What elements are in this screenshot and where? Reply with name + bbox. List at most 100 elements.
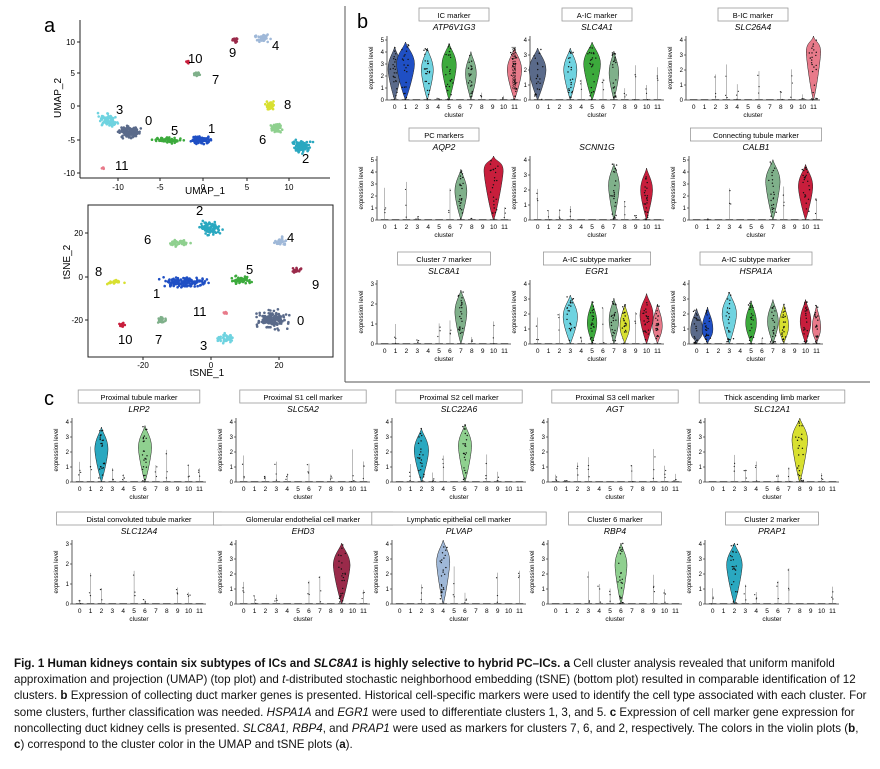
violin-xtick: 5	[608, 608, 612, 615]
violin-ytick: 3	[371, 182, 375, 188]
violin-xlabel: cluster	[434, 356, 454, 363]
violin-ytick: 3	[683, 297, 687, 303]
violin-xtick: 10	[799, 104, 807, 111]
umap-point	[216, 339, 220, 343]
umap-cluster-label: 8	[284, 97, 291, 112]
umap-point	[101, 115, 105, 118]
violin-point	[426, 49, 429, 52]
violin-point	[590, 324, 593, 326]
umap-point	[123, 281, 126, 285]
violin-xtick: 4	[436, 104, 440, 111]
violin-point	[770, 199, 772, 202]
violin-xtick: 8	[165, 608, 169, 615]
violin-point	[439, 598, 442, 600]
violin-xlabel: cluster	[293, 494, 313, 501]
violin-point	[805, 174, 807, 176]
violin-point	[784, 336, 787, 338]
violin-point	[772, 169, 775, 172]
caption-c-c: c	[14, 738, 21, 752]
violin-point	[813, 84, 816, 86]
violin-point	[424, 53, 426, 56]
violin-point	[392, 67, 394, 70]
violin-point	[591, 47, 593, 49]
violin-point	[771, 208, 774, 211]
violin-point	[771, 204, 773, 206]
umap-cluster-label: 11	[115, 158, 129, 173]
violin-point	[466, 434, 468, 437]
violin-point	[796, 439, 799, 441]
violin-point	[341, 575, 343, 577]
violin-point	[749, 308, 751, 311]
violin-point	[615, 214, 617, 217]
violin-point	[536, 62, 539, 64]
umap-point	[116, 130, 120, 134]
violin-xtick: 6	[601, 348, 605, 355]
violin-xtick: 6	[776, 486, 780, 493]
violin-xtick: 5	[749, 348, 753, 355]
umap-point	[206, 230, 210, 234]
umap-point	[262, 318, 265, 322]
violin-point	[771, 317, 773, 320]
violin-ytick: 2	[699, 572, 703, 578]
umap-point	[158, 317, 161, 321]
violin-point	[621, 601, 624, 604]
violin-point	[471, 66, 473, 68]
violin-xtick: 8	[485, 608, 489, 615]
violin-xtick: 5	[437, 224, 441, 231]
umap-point	[219, 339, 222, 343]
violin-xtick: 2	[558, 348, 562, 355]
violin-point	[446, 546, 448, 549]
violin-ytick: 1	[699, 465, 703, 471]
violin-xtick: 4	[754, 608, 758, 615]
violin-xtick: 11	[501, 348, 508, 355]
violin-point	[611, 314, 613, 317]
violin-point	[646, 304, 648, 306]
violin-point	[405, 86, 407, 88]
violin-point	[403, 92, 405, 95]
violin-point	[389, 68, 392, 70]
violin-point	[806, 321, 808, 323]
umap-point	[167, 138, 170, 142]
violin-point	[811, 56, 813, 58]
violin-point	[423, 49, 425, 51]
umap-point	[264, 318, 267, 321]
violin-point	[440, 595, 442, 597]
umap-point	[184, 281, 188, 284]
violin-shape	[799, 299, 812, 345]
violin-ylabel: expression level	[687, 550, 693, 593]
violin-point	[418, 453, 421, 456]
violin-point	[645, 311, 647, 313]
violin-point	[644, 203, 647, 205]
tsne-ytick: 20	[74, 229, 83, 238]
caption-b-and: and	[311, 705, 338, 719]
umap-point	[229, 334, 232, 337]
violin-point	[419, 462, 422, 464]
gene-name: CALB1	[743, 142, 770, 152]
caption-b-gene-1: HSPA1A	[266, 705, 312, 719]
violin-xtick: 8	[480, 104, 484, 111]
umap-cluster-label: 2	[302, 151, 309, 166]
violin-point	[728, 316, 731, 318]
violin-xtick: 0	[242, 608, 246, 615]
violin-xtick: 6	[463, 608, 467, 615]
umap-point	[271, 107, 275, 111]
violin-xtick: 6	[601, 104, 605, 111]
violin-point	[619, 602, 621, 605]
violin-point	[536, 74, 539, 76]
violin-xtick: 7	[630, 608, 634, 615]
violin-point	[645, 207, 647, 209]
violin-xtick: 1	[565, 486, 569, 493]
violin-ytick: 4	[680, 38, 684, 44]
violin-point	[394, 47, 396, 49]
violin-point	[646, 195, 649, 197]
violin-point	[803, 178, 805, 181]
violin-point	[783, 331, 785, 333]
umap-point	[170, 142, 174, 145]
umap-point	[303, 146, 306, 150]
violin-point	[802, 192, 805, 194]
umap-point	[201, 219, 205, 223]
violin-point	[568, 339, 571, 342]
violin-point	[101, 444, 104, 446]
violin-point	[612, 96, 615, 99]
violin-point	[696, 339, 698, 341]
